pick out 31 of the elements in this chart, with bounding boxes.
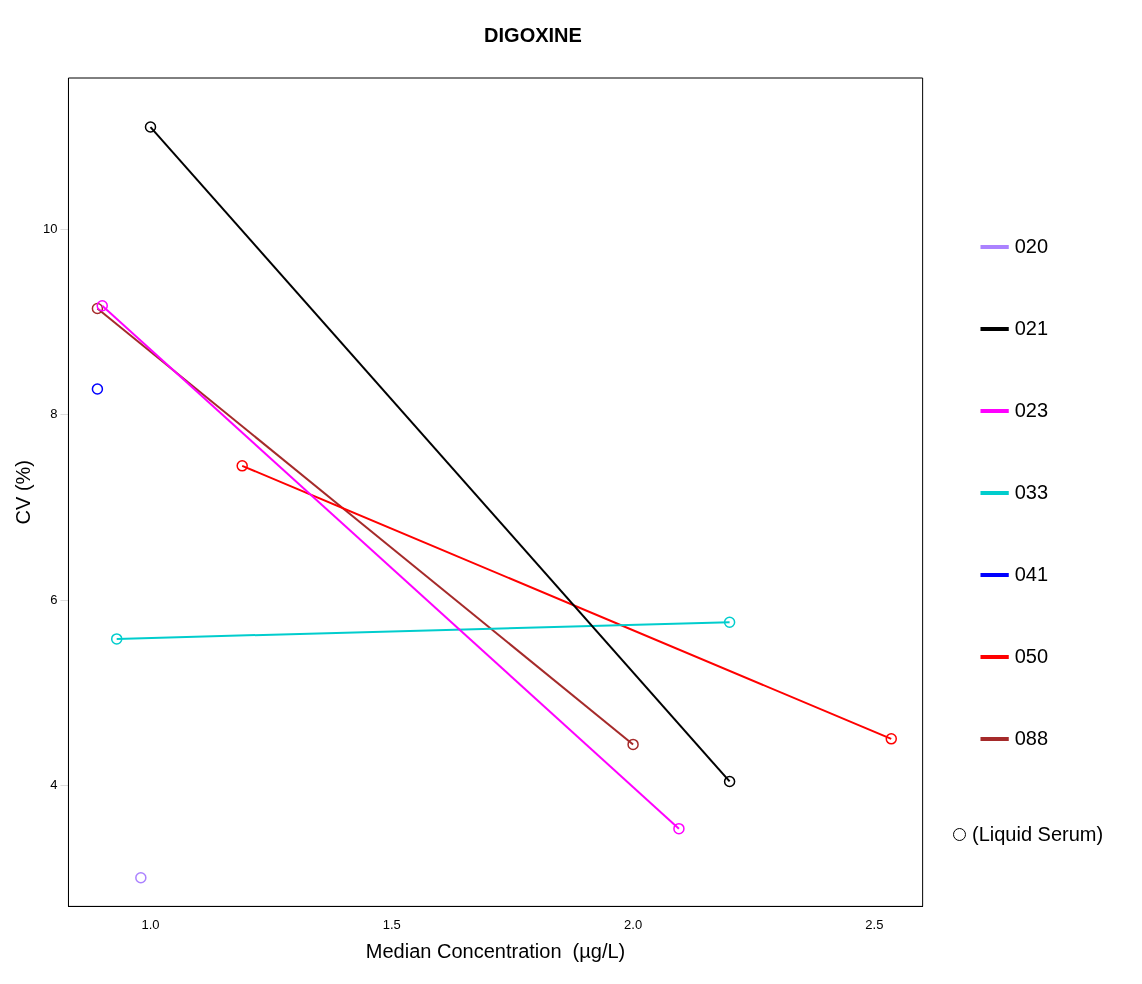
point <box>885 733 898 745</box>
x-tick-label: 2.5 <box>865 916 884 932</box>
legend-label: 088 <box>1014 726 1049 749</box>
x-axis-title: Median Concentration (µg/L) <box>365 939 626 962</box>
point <box>135 871 147 884</box>
legend-label: 021 <box>1014 316 1049 339</box>
x-tick-label: 2.0 <box>624 916 643 932</box>
point <box>144 121 157 133</box>
point <box>96 299 108 312</box>
legend-label: 041 <box>1014 562 1049 585</box>
point <box>723 775 736 788</box>
text: (Liquid Serum) <box>972 823 1104 846</box>
chart-title: DIGOXINE <box>484 23 582 46</box>
y-tick-label: 6 <box>50 591 58 607</box>
x-tick-label: 1.0 <box>141 916 160 932</box>
point <box>723 616 736 628</box>
y-tick-label: 10 <box>42 221 58 237</box>
point <box>91 383 104 395</box>
point <box>110 633 123 645</box>
x-tick-label: 1.5 <box>382 916 401 932</box>
point <box>627 738 639 751</box>
legend-label: 023 <box>1014 398 1049 421</box>
y-axis-title: CV (%) <box>11 459 34 525</box>
point <box>91 302 104 315</box>
legend-label: 050 <box>1014 644 1049 667</box>
point <box>236 460 248 472</box>
legend-label: 033 <box>1014 480 1049 503</box>
y-tick-label: 8 <box>50 406 58 422</box>
point <box>673 822 685 835</box>
y-tick-label: 4 <box>50 776 58 792</box>
legend-label: 020 <box>1014 234 1049 257</box>
